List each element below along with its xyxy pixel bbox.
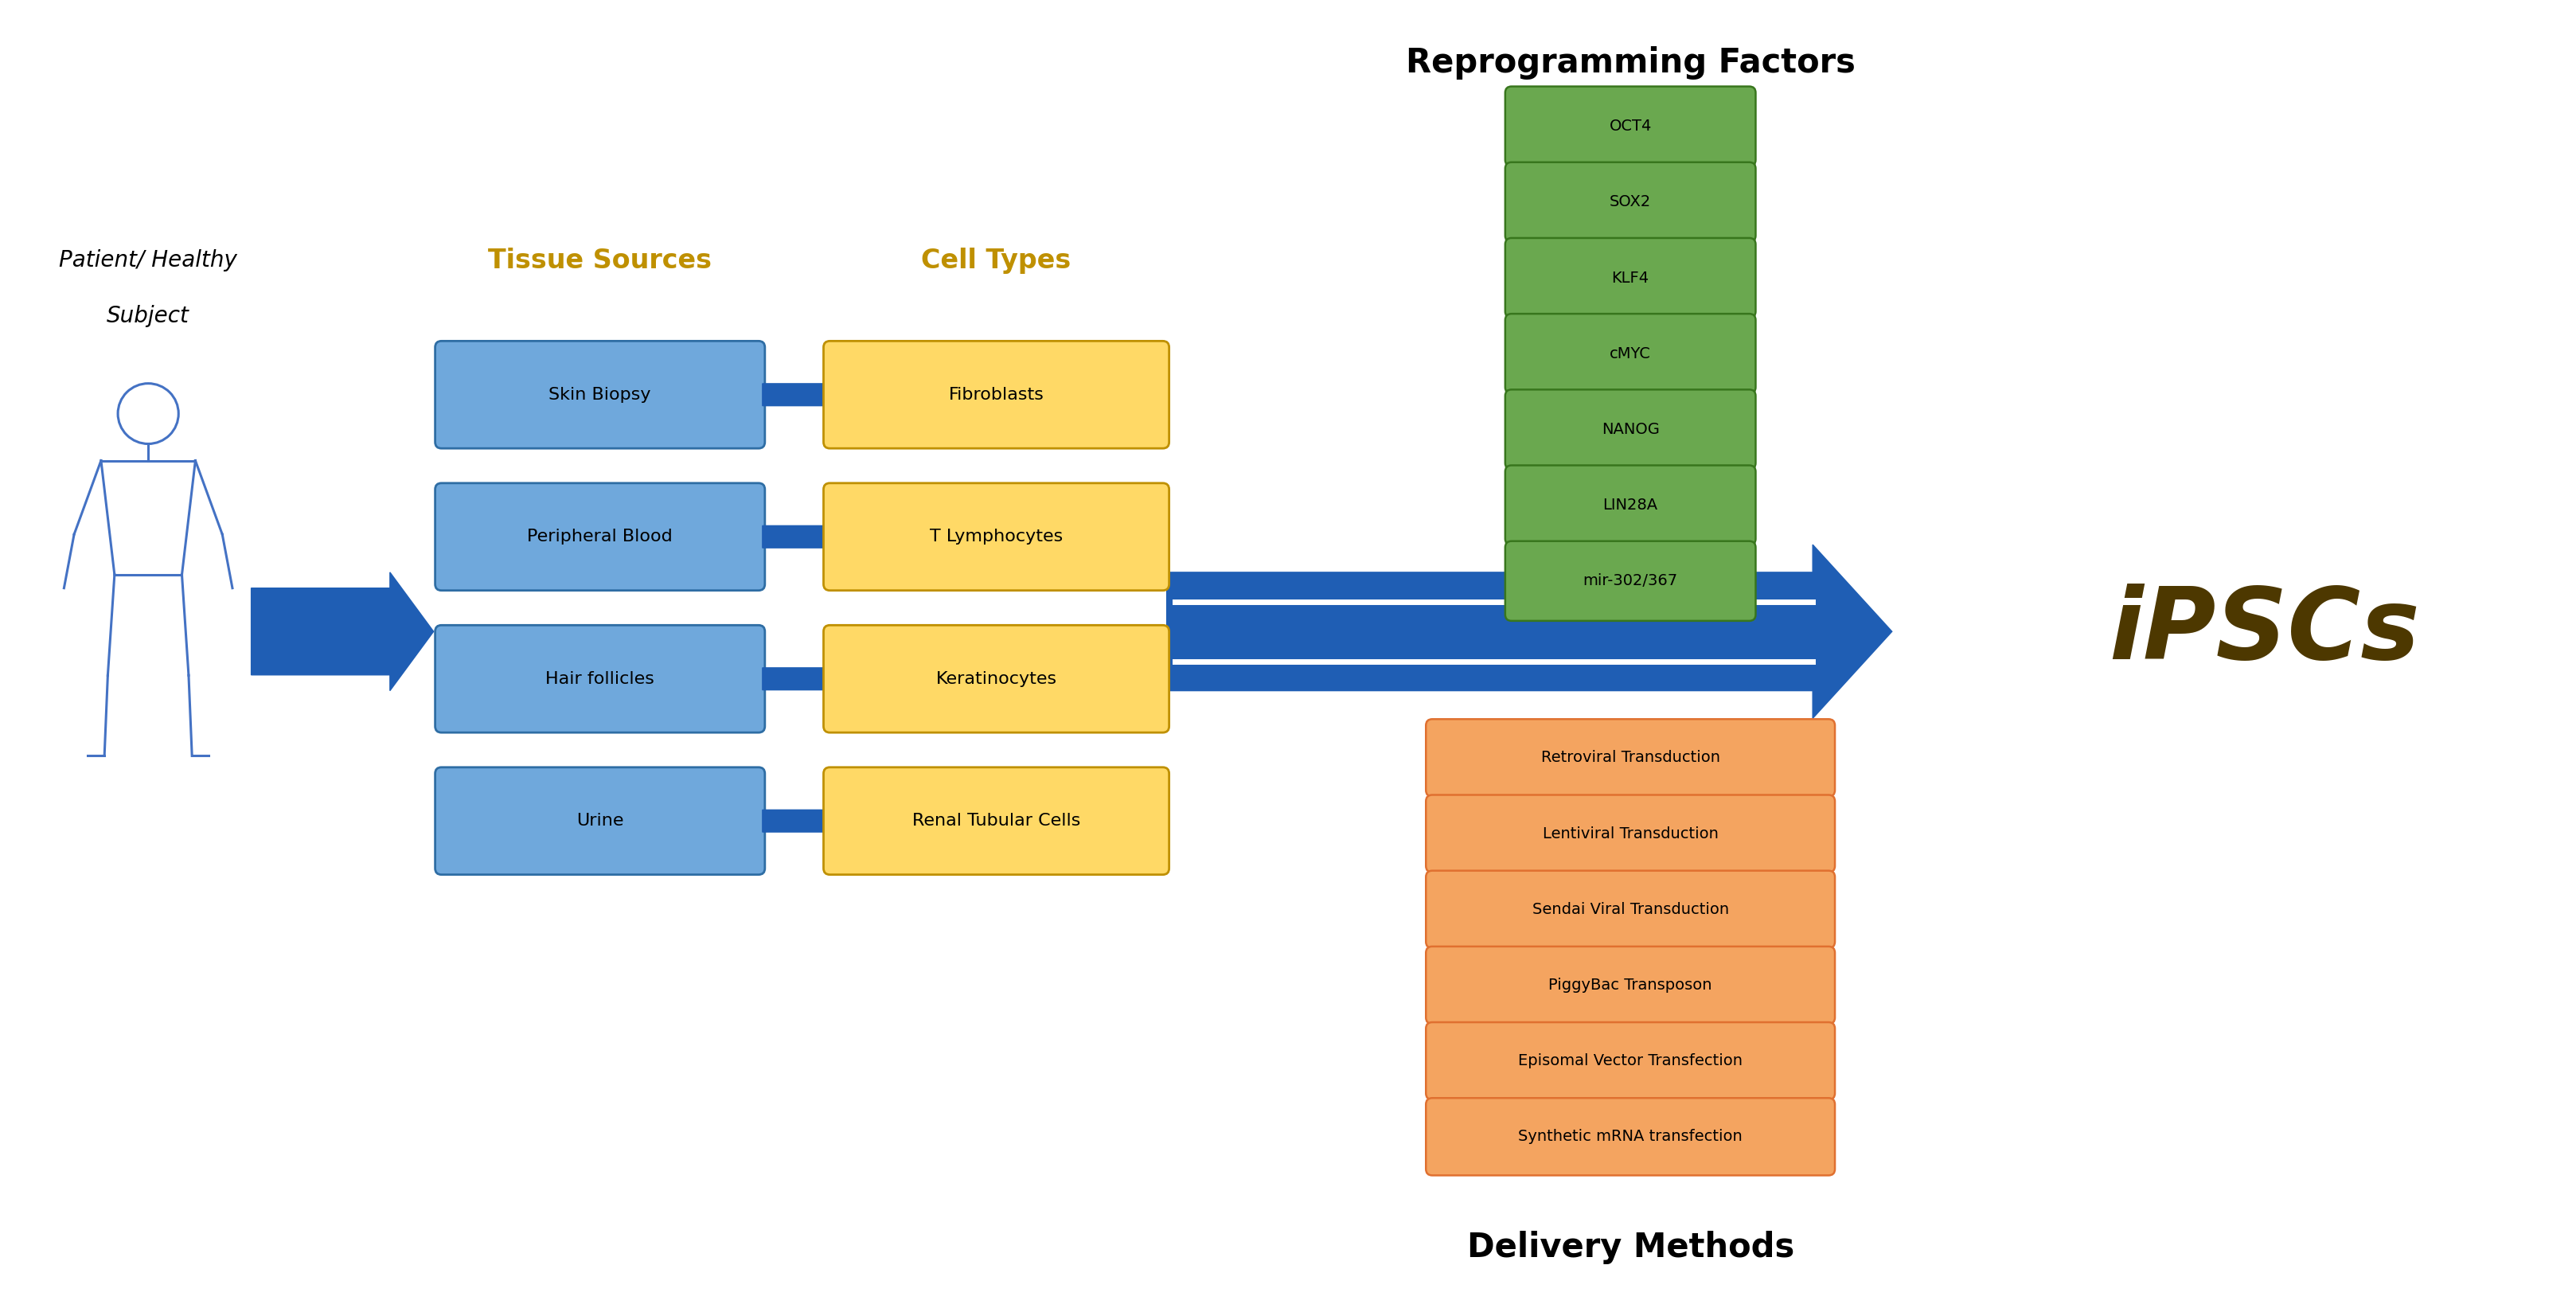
FancyBboxPatch shape — [824, 341, 1170, 449]
Text: Peripheral Blood: Peripheral Blood — [528, 528, 672, 544]
Text: Synthetic mRNA transfection: Synthetic mRNA transfection — [1517, 1129, 1741, 1144]
Text: LIN28A: LIN28A — [1602, 497, 1659, 513]
Text: Keratinocytes: Keratinocytes — [935, 671, 1056, 687]
FancyBboxPatch shape — [1427, 1023, 1834, 1100]
Text: Skin Biopsy: Skin Biopsy — [549, 387, 652, 403]
FancyArrow shape — [762, 658, 878, 700]
Text: Renal Tubular Cells: Renal Tubular Cells — [912, 814, 1079, 829]
FancyBboxPatch shape — [435, 768, 765, 875]
Text: Retroviral Transduction: Retroviral Transduction — [1540, 751, 1721, 765]
FancyBboxPatch shape — [1427, 719, 1834, 797]
FancyBboxPatch shape — [1427, 795, 1834, 872]
Text: T Lymphocytes: T Lymphocytes — [930, 528, 1064, 544]
FancyBboxPatch shape — [1504, 86, 1757, 166]
FancyBboxPatch shape — [1504, 162, 1757, 242]
Text: cMYC: cMYC — [1610, 347, 1651, 361]
Text: Urine: Urine — [577, 814, 623, 829]
FancyBboxPatch shape — [1504, 390, 1757, 470]
FancyBboxPatch shape — [824, 768, 1170, 875]
Text: iPSCs: iPSCs — [2110, 583, 2419, 680]
Text: SOX2: SOX2 — [1610, 195, 1651, 209]
Text: KLF4: KLF4 — [1613, 271, 1649, 285]
FancyBboxPatch shape — [1427, 871, 1834, 948]
FancyBboxPatch shape — [1504, 238, 1757, 318]
FancyArrow shape — [252, 573, 433, 691]
FancyBboxPatch shape — [824, 483, 1170, 590]
Text: Episomal Vector Transfection: Episomal Vector Transfection — [1517, 1053, 1741, 1069]
FancyArrow shape — [762, 800, 878, 841]
Text: Patient/ Healthy: Patient/ Healthy — [59, 250, 237, 272]
Text: Cell Types: Cell Types — [922, 247, 1072, 273]
FancyBboxPatch shape — [435, 483, 765, 590]
FancyBboxPatch shape — [1504, 542, 1757, 621]
Text: NANOG: NANOG — [1602, 422, 1659, 437]
Text: Subject: Subject — [106, 305, 191, 327]
Text: Reprogramming Factors: Reprogramming Factors — [1406, 47, 1855, 80]
FancyArrow shape — [1167, 544, 1891, 718]
FancyBboxPatch shape — [1427, 947, 1834, 1024]
Text: Delivery Methods: Delivery Methods — [1466, 1231, 1793, 1264]
Text: Lentiviral Transduction: Lentiviral Transduction — [1543, 827, 1718, 841]
Text: PiggyBac Transposon: PiggyBac Transposon — [1548, 977, 1713, 993]
Text: Sendai Viral Transduction: Sendai Viral Transduction — [1533, 901, 1728, 917]
FancyBboxPatch shape — [1504, 466, 1757, 545]
FancyBboxPatch shape — [1427, 1097, 1834, 1176]
Text: OCT4: OCT4 — [1610, 119, 1651, 133]
FancyBboxPatch shape — [824, 625, 1170, 732]
FancyBboxPatch shape — [435, 341, 765, 449]
Text: mir-302/367: mir-302/367 — [1584, 573, 1677, 589]
FancyBboxPatch shape — [435, 625, 765, 732]
FancyArrow shape — [762, 374, 878, 415]
Text: Fibroblasts: Fibroblasts — [948, 387, 1043, 403]
FancyArrow shape — [762, 517, 878, 557]
Text: Hair follicles: Hair follicles — [546, 671, 654, 687]
Text: Tissue Sources: Tissue Sources — [489, 247, 711, 273]
FancyBboxPatch shape — [1504, 314, 1757, 394]
